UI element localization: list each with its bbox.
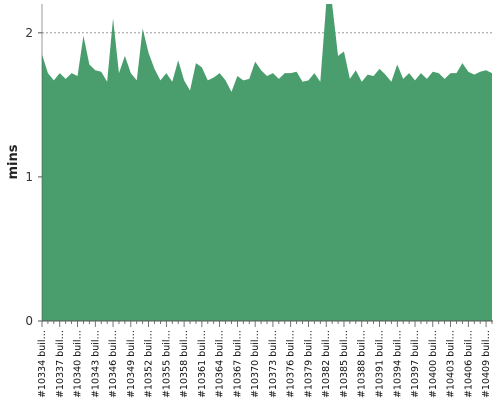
- y-tick-labels: 0 1 2: [25, 26, 42, 328]
- x-tick-label: #10343 buil…: [90, 330, 101, 398]
- y-axis-label: mins: [6, 144, 21, 179]
- x-tick-label: #10334 buil…: [37, 330, 48, 398]
- x-tick-label: #10346 buil…: [108, 330, 119, 398]
- x-tick-label: #10400 buil…: [428, 330, 439, 398]
- x-tick-label: #10364 buil…: [215, 330, 226, 398]
- x-tick-label: #10340 buil…: [73, 330, 84, 398]
- y-tick-label: 0: [25, 314, 33, 328]
- x-tick-label: #10349 buil…: [126, 330, 137, 398]
- x-tick-label: #10355 buil…: [161, 330, 172, 398]
- x-tick-label: #10388 buil…: [357, 330, 368, 398]
- x-tick-label: #10352 buil…: [144, 330, 155, 398]
- x-tick-label: #10385 buil…: [339, 330, 350, 398]
- x-tick-label: #10403 buil…: [446, 330, 457, 398]
- x-tick-label: #10406 buil…: [463, 330, 474, 398]
- x-tick-label: #10373 buil…: [268, 330, 279, 398]
- x-tick-label: #10367 buil…: [232, 330, 243, 398]
- x-tick-label: #10337 buil…: [55, 330, 66, 398]
- y-tick-label: 2: [25, 26, 33, 40]
- x-tick-label: #10361 buil…: [197, 330, 208, 398]
- x-tick-label: #10409 buil…: [481, 330, 492, 398]
- x-tick-label: #10397 buil…: [410, 330, 421, 398]
- x-tick-label: #10370 buil…: [250, 330, 261, 398]
- x-tick-label: #10379 buil…: [303, 330, 314, 398]
- axes: [41, 4, 493, 322]
- x-tick-label: #10358 buil…: [179, 330, 190, 398]
- x-tick-label: #10391 buil…: [375, 330, 386, 398]
- x-tick-label: #10382 buil…: [321, 330, 332, 398]
- series-area: [42, 4, 492, 321]
- y-tick-label: 1: [25, 170, 33, 184]
- x-tick-label: #10394 buil…: [392, 330, 403, 398]
- x-tick-label: #10376 buil…: [286, 330, 297, 398]
- x-tick-labels: #10334 buil… #10337 buil… #10340 buil… #103…: [37, 321, 493, 398]
